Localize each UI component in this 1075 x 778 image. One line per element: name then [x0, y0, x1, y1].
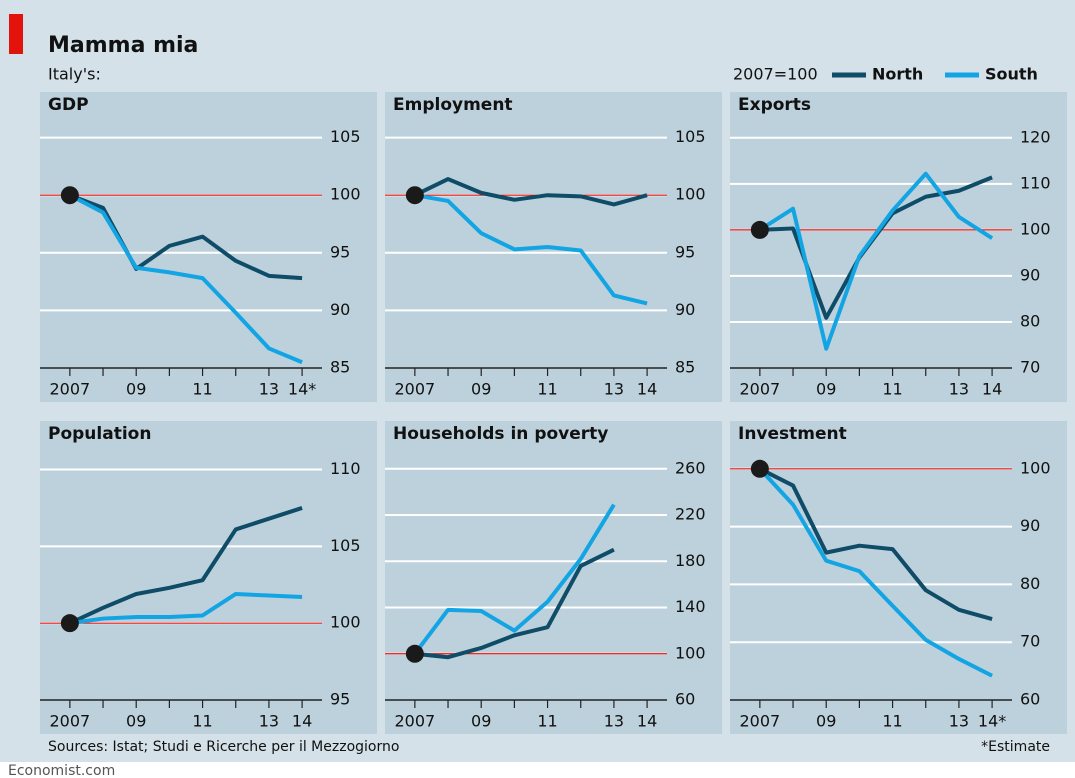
- x-tick-label: 11: [192, 712, 212, 731]
- y-tick-label: 105: [330, 127, 361, 146]
- source: Sources: Istat; Studi e Ricerche per il …: [48, 739, 399, 755]
- x-tick-label: 09: [816, 380, 836, 399]
- x-tick-label: 11: [537, 712, 557, 731]
- base-note: 2007=100: [733, 65, 818, 84]
- red-tag: [9, 14, 23, 54]
- x-tick-label: 14*: [288, 380, 316, 399]
- x-tick-label: 14*: [978, 712, 1006, 731]
- series-line: [413, 503, 616, 655]
- x-tick-label: 09: [126, 712, 146, 731]
- y-tick-label: 105: [675, 127, 706, 146]
- y-tick-label: 85: [675, 358, 695, 377]
- x-tick-label: 09: [471, 712, 491, 731]
- x-tick-label: 2007: [394, 380, 435, 399]
- title: Mamma mia: [48, 33, 198, 58]
- series-line: [68, 193, 303, 365]
- base-marker: [750, 459, 769, 478]
- y-tick-label: 90: [1020, 265, 1040, 284]
- x-tick-label: 14: [637, 380, 657, 399]
- x-tick-label: 13: [259, 712, 279, 731]
- y-tick-label: 60: [675, 690, 695, 709]
- y-tick-label: 90: [675, 300, 695, 319]
- x-tick-label: 09: [816, 712, 836, 731]
- x-tick-label: 14: [982, 380, 1002, 399]
- y-tick-label: 90: [1020, 516, 1040, 535]
- y-tick-label: 105: [330, 536, 361, 555]
- panel-title: Employment: [393, 95, 513, 115]
- y-tick-label: 220: [675, 505, 706, 524]
- series-line: [414, 193, 648, 306]
- x-tick-label: 13: [259, 380, 279, 399]
- y-tick-label: 80: [1020, 311, 1040, 330]
- x-tick-label: 13: [604, 380, 624, 399]
- series-line: [758, 467, 993, 678]
- x-tick-label: 14: [637, 712, 657, 731]
- series-line: [69, 591, 303, 626]
- y-tick-label: 110: [330, 459, 361, 478]
- panel-background: [40, 421, 377, 734]
- y-tick-label: 110: [1020, 173, 1051, 192]
- y-tick-label: 140: [675, 597, 706, 616]
- y-tick-label: 120: [1020, 127, 1051, 146]
- credit: Economist.com: [8, 763, 115, 778]
- x-tick-label: 13: [604, 712, 624, 731]
- panel-background: [730, 92, 1067, 402]
- y-tick-label: 70: [1020, 358, 1040, 377]
- y-tick-label: 100: [1020, 458, 1051, 477]
- series-line: [758, 171, 994, 351]
- y-tick-label: 100: [675, 185, 706, 204]
- x-tick-label: 2007: [49, 380, 90, 399]
- x-tick-label: 11: [882, 712, 902, 731]
- x-tick-label: 13: [949, 712, 969, 731]
- base-marker: [405, 186, 424, 205]
- footnote: *Estimate: [981, 739, 1050, 755]
- y-tick-label: 100: [330, 613, 361, 632]
- panel-title: GDP: [48, 95, 89, 115]
- y-tick-label: 100: [330, 185, 361, 204]
- series-line: [69, 506, 303, 625]
- y-tick-label: 260: [675, 458, 706, 477]
- base-marker: [750, 220, 769, 239]
- y-tick-label: 95: [330, 690, 350, 709]
- y-tick-label: 95: [675, 242, 695, 261]
- x-tick-label: 2007: [49, 712, 90, 731]
- x-tick-label: 2007: [739, 712, 780, 731]
- x-tick-label: 14: [292, 712, 312, 731]
- y-tick-label: 95: [330, 242, 350, 261]
- y-tick-label: 85: [330, 358, 350, 377]
- y-tick-label: 90: [330, 300, 350, 319]
- legend-label: South: [985, 65, 1038, 84]
- x-tick-label: 09: [126, 380, 146, 399]
- y-tick-label: 100: [1020, 219, 1051, 238]
- x-tick-label: 2007: [394, 712, 435, 731]
- series-line: [414, 547, 615, 660]
- series-line: [413, 177, 648, 207]
- base-marker: [60, 186, 79, 205]
- panel-background: [385, 421, 722, 734]
- x-tick-label: 13: [949, 380, 969, 399]
- x-tick-label: 2007: [739, 380, 780, 399]
- x-tick-label: 11: [882, 380, 902, 399]
- panel-title: Investment: [738, 424, 847, 444]
- y-tick-label: 60: [1020, 690, 1040, 709]
- panel-title: Households in poverty: [393, 424, 608, 444]
- subtitle: Italy's:: [48, 65, 101, 84]
- panel-background: [730, 421, 1067, 734]
- y-tick-label: 100: [675, 643, 706, 662]
- legend-label: North: [872, 65, 923, 84]
- panel-title: Exports: [738, 95, 811, 115]
- x-tick-label: 11: [192, 380, 212, 399]
- base-marker: [405, 644, 424, 663]
- series-line: [758, 467, 993, 622]
- base-marker: [60, 614, 79, 633]
- panel-title: Population: [48, 424, 151, 444]
- panel-background: [40, 92, 377, 402]
- y-tick-label: 180: [675, 551, 706, 570]
- x-tick-label: 09: [471, 380, 491, 399]
- y-tick-label: 70: [1020, 632, 1040, 651]
- y-tick-label: 80: [1020, 574, 1040, 593]
- x-tick-label: 11: [537, 380, 557, 399]
